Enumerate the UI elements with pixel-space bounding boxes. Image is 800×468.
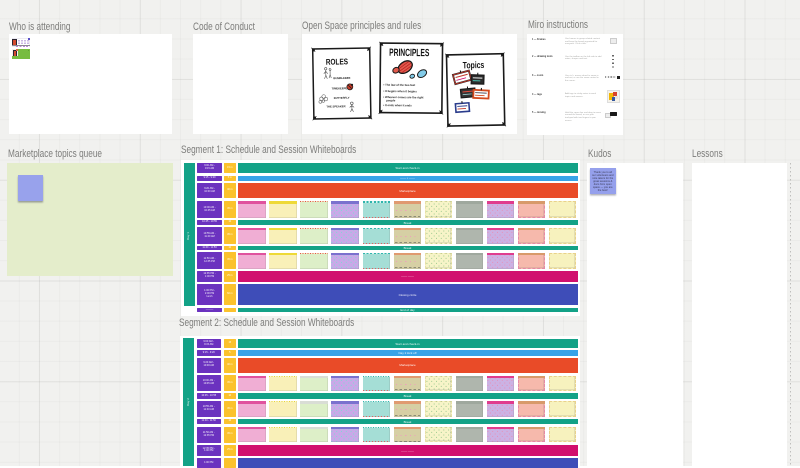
svg-text:• It begins when it begins: • It begins when it begins xyxy=(383,89,417,93)
svg-text:Topics: Topics xyxy=(463,60,485,71)
svg-text:ROLES: ROLES xyxy=(326,57,348,67)
svg-text:people: people xyxy=(386,98,395,102)
svg-text:• The law of the two feet: • The law of the two feet xyxy=(383,83,415,87)
svg-text:BUTTERFLY: BUTTERFLY xyxy=(334,96,350,100)
svg-text:• It ends when it ends: • It ends when it ends xyxy=(383,103,412,107)
svg-text:THE SPEAKER: THE SPEAKER xyxy=(326,104,345,108)
svg-text:BUMBLEBEE: BUMBLEBEE xyxy=(333,76,350,80)
svg-text:PRINCIPLES: PRINCIPLES xyxy=(389,46,429,58)
